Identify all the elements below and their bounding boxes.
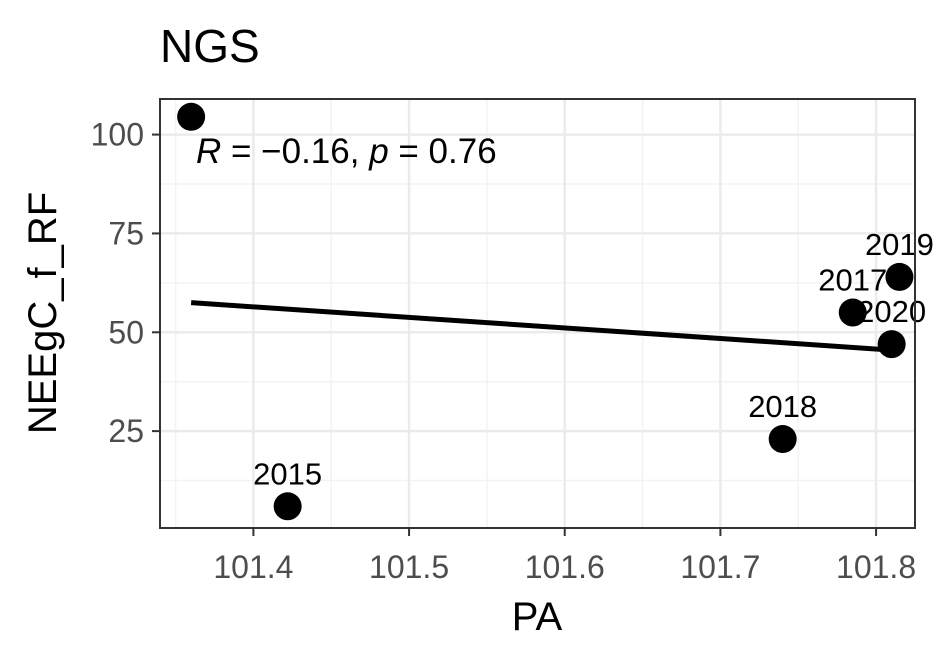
chart-title: NGS bbox=[160, 20, 260, 72]
x-axis-title: PA bbox=[512, 595, 563, 639]
point-label: 2019 bbox=[865, 227, 934, 262]
regression-line-group bbox=[190, 300, 892, 353]
data-point bbox=[273, 492, 302, 521]
x-tick-label: 101.8 bbox=[836, 549, 916, 585]
y-axis-title: NEEgC_f_RF bbox=[21, 192, 65, 434]
point-label: 2017 bbox=[818, 263, 887, 298]
r-value: = −0.16, bbox=[221, 132, 369, 171]
regression-line bbox=[190, 300, 892, 353]
point-label: 2018 bbox=[748, 389, 817, 424]
data-point bbox=[877, 330, 906, 359]
x-tick-label: 101.5 bbox=[369, 549, 449, 585]
x-axis: 101.4 101.5 101.6 101.7 101.8 bbox=[213, 528, 916, 585]
data-point bbox=[885, 262, 914, 291]
x-tick-label: 101.4 bbox=[213, 549, 293, 585]
data-point bbox=[838, 298, 867, 327]
r-symbol: R bbox=[196, 132, 221, 171]
y-tick-label: 100 bbox=[91, 117, 144, 153]
y-tick-label: 75 bbox=[108, 215, 144, 251]
p-symbol: p bbox=[368, 132, 388, 171]
points-group bbox=[177, 102, 914, 521]
y-tick-label: 50 bbox=[108, 314, 144, 350]
data-point bbox=[768, 425, 797, 454]
point-label: 2015 bbox=[253, 456, 322, 491]
correlation-annotation: R = −0.16, p = 0.76 bbox=[196, 132, 497, 171]
y-axis: 25 50 75 100 bbox=[91, 117, 160, 449]
grid bbox=[160, 99, 915, 528]
x-tick-label: 101.6 bbox=[525, 549, 605, 585]
y-tick-label: 25 bbox=[108, 413, 144, 449]
x-tick-label: 101.7 bbox=[680, 549, 760, 585]
p-value: = 0.76 bbox=[389, 132, 497, 171]
data-point bbox=[177, 102, 206, 131]
panel-border bbox=[159, 98, 916, 529]
